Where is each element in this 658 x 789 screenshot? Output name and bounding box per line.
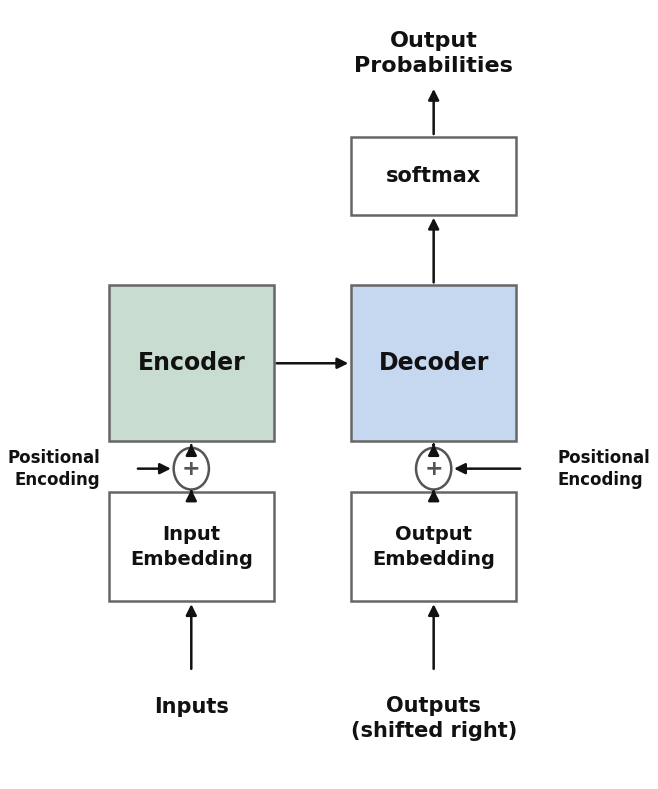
Text: +: + [424, 458, 443, 479]
Text: Positional
Encoding: Positional Encoding [8, 449, 101, 488]
Text: Inputs: Inputs [154, 697, 229, 716]
FancyBboxPatch shape [109, 492, 274, 601]
Ellipse shape [174, 448, 209, 489]
FancyBboxPatch shape [109, 285, 274, 441]
FancyBboxPatch shape [351, 136, 517, 215]
Ellipse shape [416, 448, 451, 489]
FancyBboxPatch shape [351, 492, 517, 601]
Text: Output
Probabilities: Output Probabilities [354, 32, 513, 77]
Text: Outputs
(shifted right): Outputs (shifted right) [351, 696, 517, 741]
FancyBboxPatch shape [351, 285, 517, 441]
Text: softmax: softmax [386, 166, 481, 186]
Text: Input
Embedding: Input Embedding [130, 525, 253, 569]
Text: +: + [182, 458, 201, 479]
Text: Positional
Encoding: Positional Encoding [557, 449, 650, 488]
Text: Encoder: Encoder [138, 351, 245, 376]
Text: Decoder: Decoder [378, 351, 489, 376]
Text: Output
Embedding: Output Embedding [372, 525, 495, 569]
